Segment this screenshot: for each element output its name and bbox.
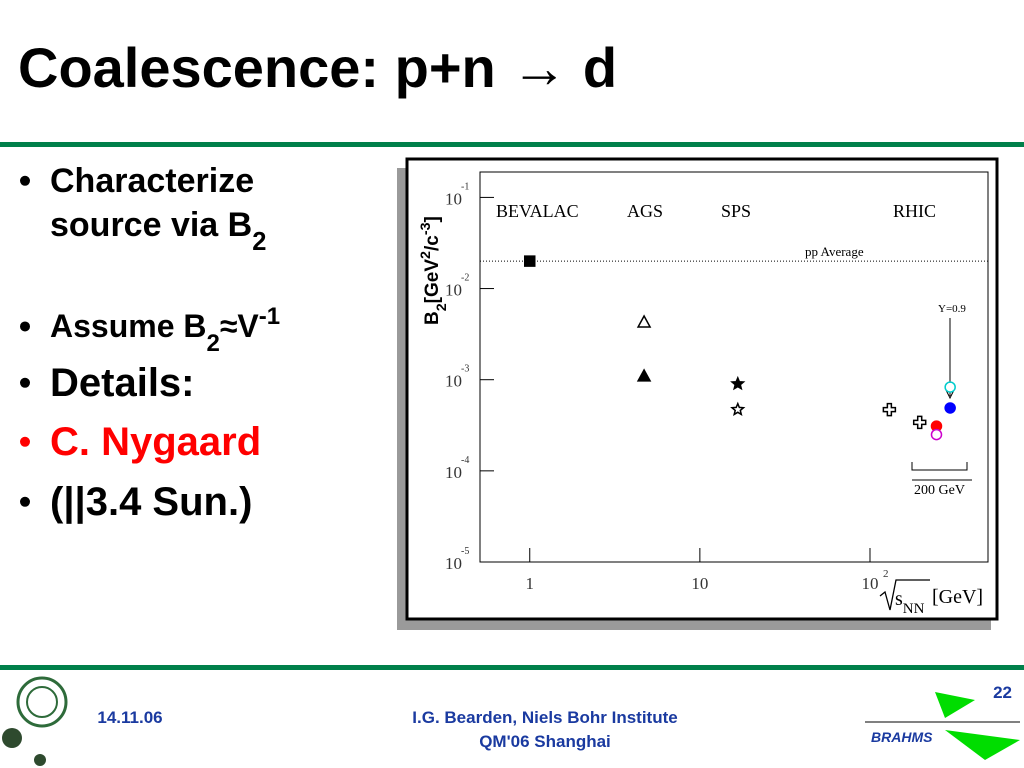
footer-author: I.G. Bearden, Niels Bohr Institute — [412, 708, 677, 727]
bullet-text: C. Nygaard — [50, 420, 261, 464]
text-run: -1 — [259, 303, 280, 330]
slide-title: Coalescence: p+n → d — [18, 36, 617, 99]
brahms-logo: BRAHMS — [871, 729, 933, 745]
text-run: [GeV — [422, 259, 443, 304]
text-run: ] — [422, 216, 443, 222]
marker — [944, 402, 956, 414]
university-logo-inner — [26, 686, 58, 718]
x-tick-exponent: 2 — [883, 568, 889, 580]
plot-area — [479, 171, 989, 563]
deco-dot — [34, 754, 46, 766]
y-axis-label: B2[GeV2/c-3] — [418, 216, 450, 325]
bracket — [911, 462, 968, 471]
reference-label: pp Average — [805, 244, 864, 259]
text-run: C. Nygaard — [50, 420, 261, 464]
text-run: /c — [422, 235, 443, 251]
bullet-text: Details: — [50, 361, 195, 405]
logo-shape — [935, 692, 975, 718]
text-run: 2 — [207, 330, 220, 357]
y-tick-exponent: -4 — [461, 455, 469, 466]
text-run: -3 — [418, 222, 434, 235]
bullet-dot — [20, 377, 30, 388]
marker — [730, 375, 746, 391]
text-run: source via B — [50, 206, 252, 244]
y-tick-exponent: -5 — [461, 546, 469, 557]
y-tick-exponent: -1 — [461, 181, 469, 192]
marker — [930, 428, 943, 441]
bullet-dot — [20, 321, 30, 332]
text-run: 2 — [434, 303, 450, 311]
annotation: BEVALAC — [496, 201, 579, 221]
y-tick-label: 10 — [445, 372, 462, 391]
arrow-head — [945, 389, 955, 400]
annotation: AGS — [627, 201, 663, 221]
chart-frame — [405, 157, 999, 621]
y-tick-label: 10 — [445, 189, 462, 208]
y-tick-label: 10 — [445, 554, 462, 573]
x-axis-unit: [GeV] — [932, 586, 983, 608]
annotation: 200 GeV — [914, 483, 965, 498]
text-run: NN — [903, 601, 925, 617]
text-run: 2 — [252, 228, 266, 256]
y-tick-exponent: -2 — [461, 273, 469, 284]
annotation: RHIC — [893, 201, 936, 221]
bullet-text: Characterize — [50, 162, 254, 200]
rule-bottom — [0, 665, 1024, 670]
bullet-text: (||3.4 Sun.) — [50, 480, 252, 524]
logo-shape — [945, 730, 1020, 760]
deco-dot — [2, 728, 22, 748]
text-run: (||3.4 Sun.) — [50, 480, 252, 524]
footer-date: 14.11.06 — [97, 708, 162, 727]
x-tick-label: 10 — [861, 574, 878, 593]
marker — [523, 255, 536, 267]
x-tick-label: 10 — [691, 574, 708, 593]
university-logo — [16, 676, 68, 728]
marker — [882, 402, 897, 417]
sqrt-sign — [879, 579, 930, 611]
page-number: 22 — [993, 683, 1012, 702]
marker — [944, 381, 956, 393]
marker — [730, 401, 746, 416]
text-run: s — [895, 588, 903, 610]
bullet-dot — [20, 496, 30, 507]
text-run: Assume B — [50, 308, 207, 344]
bullet-text: Assume B2≈V-1 — [50, 303, 280, 357]
y-tick-label: 10 — [445, 463, 462, 482]
annotation: Y=0.9 — [938, 303, 966, 315]
x-axis-label: sNN — [895, 588, 925, 617]
bullet-dot — [20, 436, 30, 447]
y-tick-exponent: -3 — [461, 364, 469, 375]
bullet-text: source via B2 — [50, 206, 266, 256]
text-run: Details: — [50, 361, 195, 405]
y-tick-label: 10 — [445, 281, 462, 300]
text-run: 2 — [418, 251, 434, 259]
text-run: ≈V — [220, 308, 260, 344]
bullet-dot — [20, 175, 30, 186]
marker — [636, 368, 652, 382]
text-run: Characterize — [50, 162, 254, 200]
rule-top — [0, 142, 1024, 147]
text-run: B — [422, 311, 443, 325]
footer-event: QM'06 Shanghai — [479, 732, 611, 751]
marker — [636, 314, 652, 328]
marker — [912, 415, 927, 430]
annotation: SPS — [721, 201, 751, 221]
x-tick-label: 1 — [525, 574, 534, 593]
